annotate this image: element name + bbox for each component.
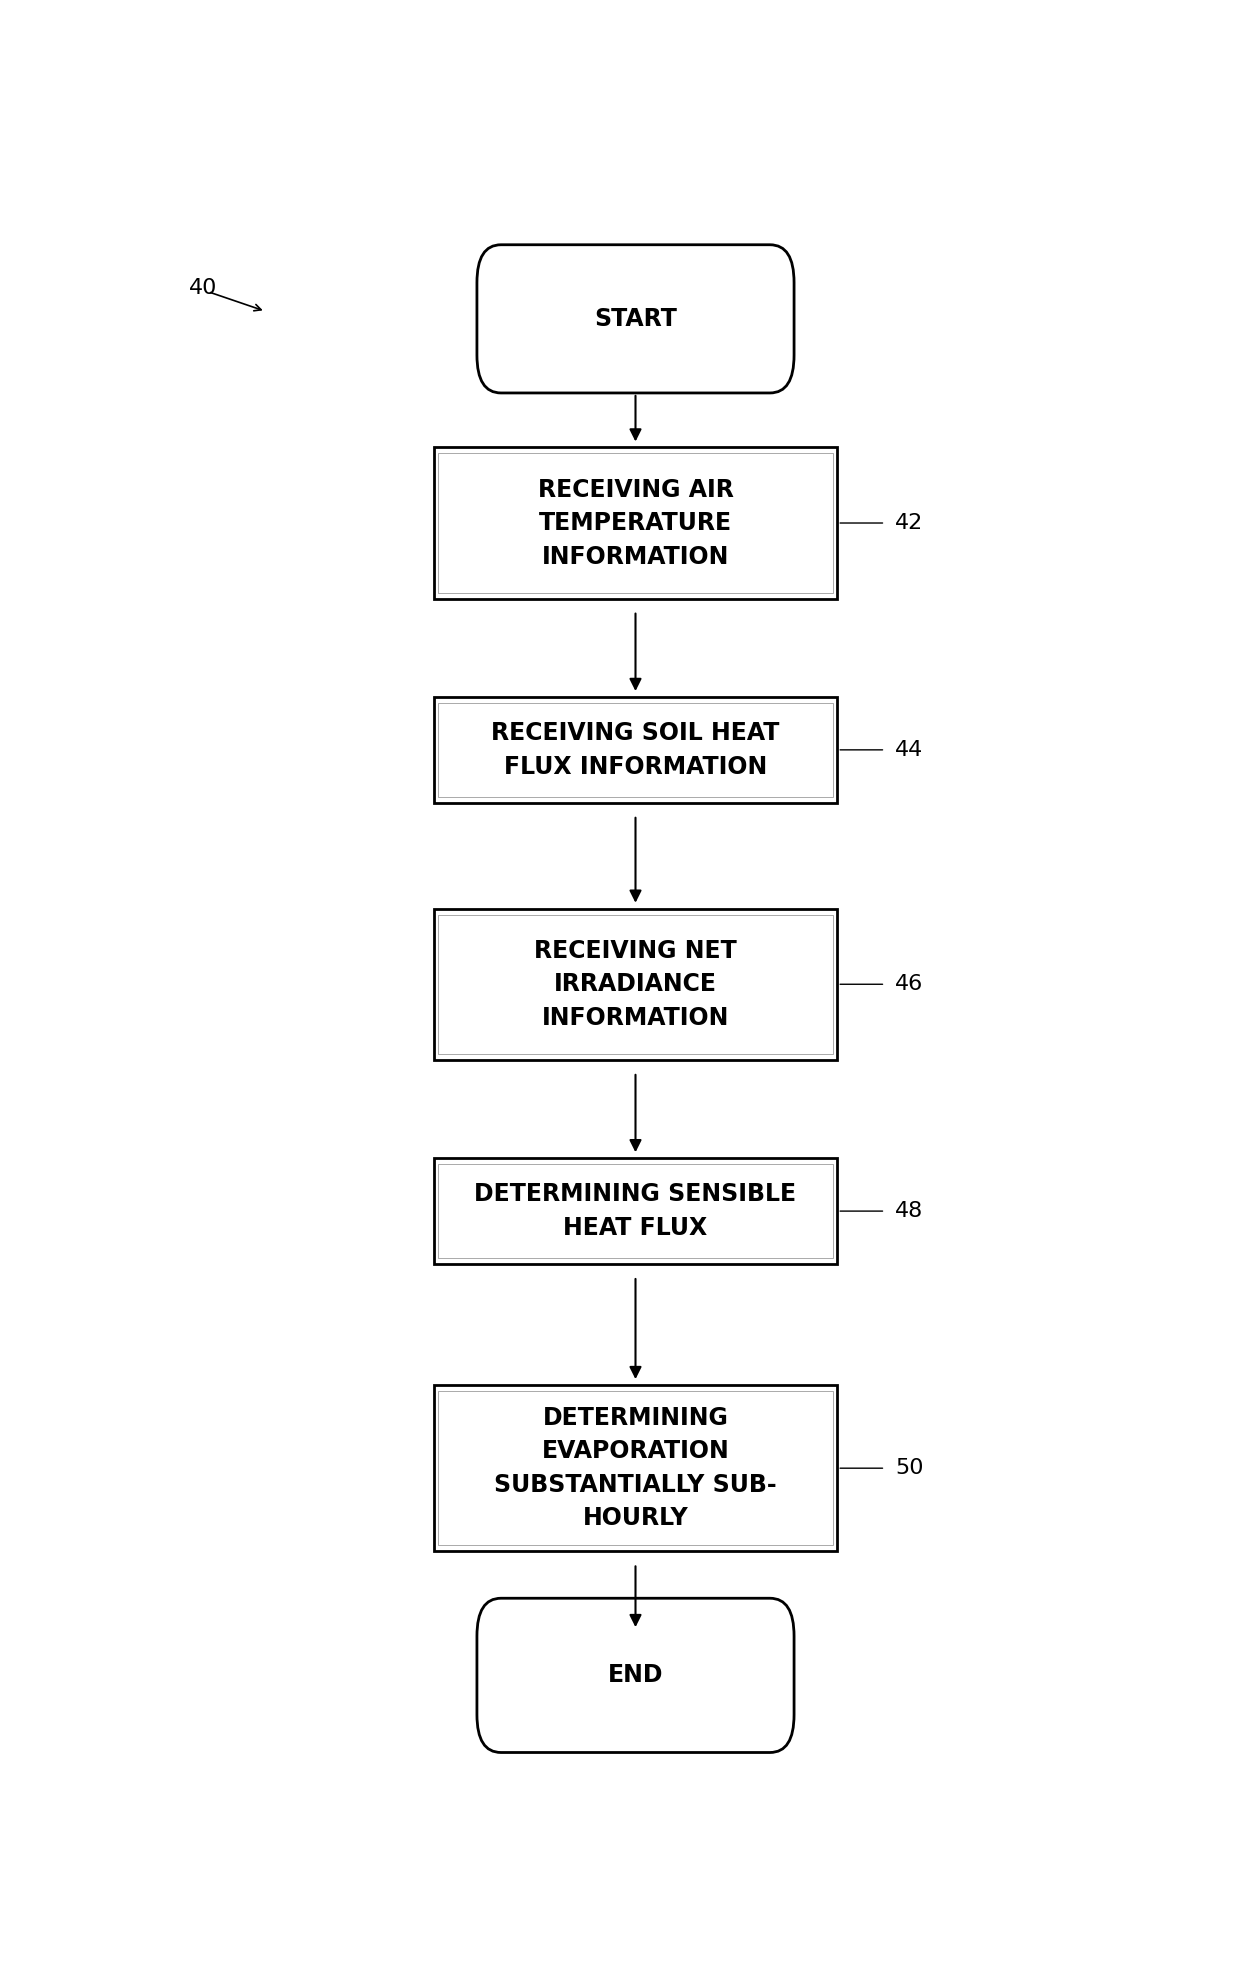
Bar [438, 1165, 833, 1259]
Text: 46: 46 [895, 974, 924, 994]
Bar [434, 909, 837, 1061]
Bar [434, 697, 837, 803]
Text: RECEIVING AIR
TEMPERATURE
INFORMATION: RECEIVING AIR TEMPERATURE INFORMATION [538, 477, 733, 568]
Text: RECEIVING SOIL HEAT
FLUX INFORMATION: RECEIVING SOIL HEAT FLUX INFORMATION [491, 721, 780, 778]
Text: RECEIVING NET
IRRADIANCE
INFORMATION: RECEIVING NET IRRADIANCE INFORMATION [534, 939, 737, 1029]
Bar [434, 1385, 837, 1552]
Bar [438, 703, 833, 797]
Text: 48: 48 [895, 1202, 924, 1222]
Text: 44: 44 [895, 740, 924, 760]
Bar [438, 454, 833, 593]
FancyBboxPatch shape [477, 1599, 794, 1752]
Text: 50: 50 [895, 1457, 924, 1479]
Text: DETERMINING SENSIBLE
HEAT FLUX: DETERMINING SENSIBLE HEAT FLUX [475, 1182, 796, 1239]
Bar [434, 1159, 837, 1265]
Bar [438, 1391, 833, 1546]
Bar [434, 448, 837, 599]
Text: 40: 40 [188, 279, 217, 299]
Text: DETERMINING
EVAPORATION
SUBSTANTIALLY SUB-
HOURLY: DETERMINING EVAPORATION SUBSTANTIALLY SU… [495, 1406, 776, 1530]
Text: START: START [594, 306, 677, 330]
FancyBboxPatch shape [477, 246, 794, 393]
Text: 42: 42 [895, 513, 924, 532]
Bar [438, 915, 833, 1055]
Text: END: END [608, 1664, 663, 1687]
